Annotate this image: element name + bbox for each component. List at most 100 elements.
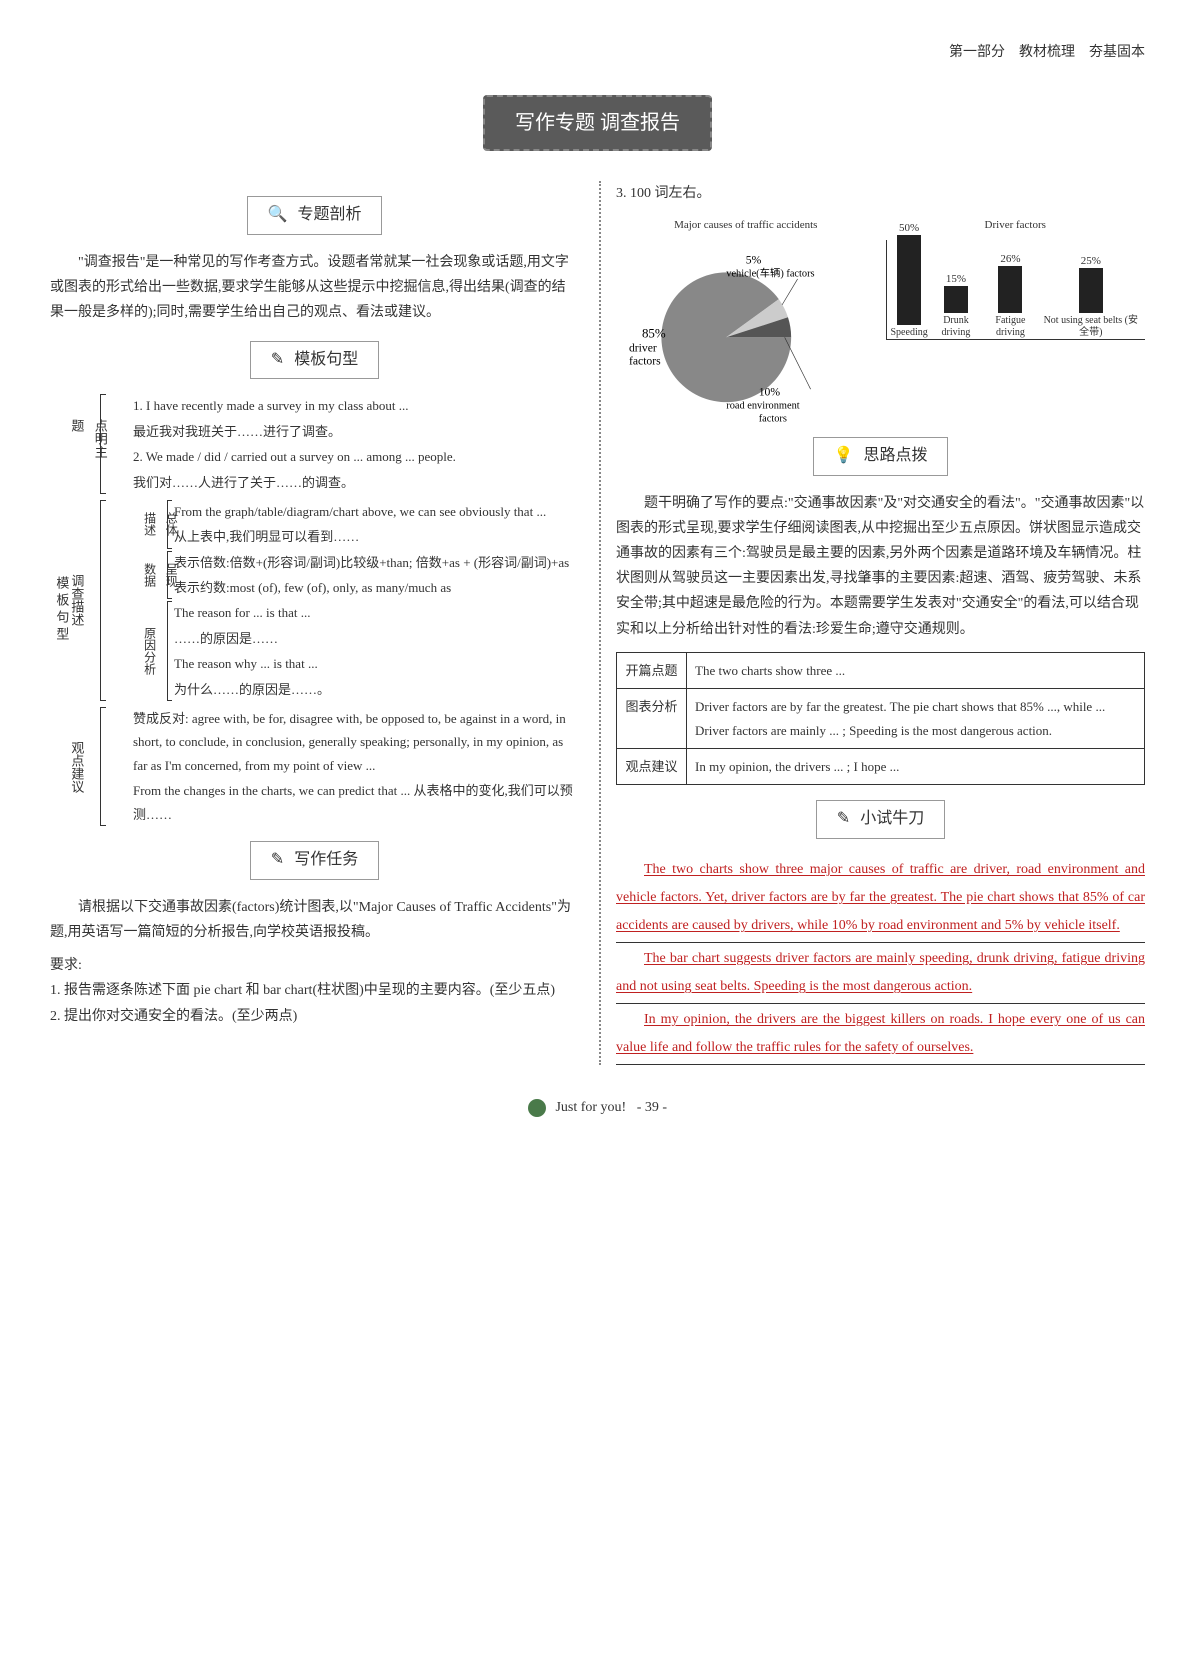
task-req1: 1. 报告需逐条陈述下面 pie chart 和 bar chart(柱状图)中… [50,978,579,1003]
tips-label-text: 思路点拨 [863,447,927,464]
bar-x-label: Speeding [891,327,928,339]
pie-label-driver: 85% [642,325,666,340]
task-req3: 3. 100 词左右。 [616,181,1145,206]
bar: 25% [1079,268,1103,313]
practice-label: ✎ 小试牛刀 [616,800,1145,839]
pen-icon: ✎ [271,851,284,868]
group-topic-label: 点明主题 [65,419,112,469]
bar-x-label: Fatigue driving [984,315,1036,339]
data-item: 表示约数:most (of), few (of), only, as many/… [174,576,579,599]
opinion-item: 赞成反对: agree with, be for, disagree with,… [133,707,579,777]
essay-p1: The two charts show three major causes o… [616,854,1145,943]
tips-label: 💡 思路点拨 [616,437,1145,476]
analysis-text: "调查报告"是一种常见的写作考查方式。设题者常就某一社会现象或话题,用文字或图表… [50,250,579,326]
bar-chart: Driver factors 50%Speeding15%Drunk drivi… [886,216,1146,421]
task-label: ✎ 写作任务 [50,841,579,880]
bulb-icon: 💡 [834,447,854,464]
analysis-label: 🔍 专题剖析 [50,196,579,235]
page-title: 写作专题 调查报告 [483,95,712,151]
reason-item: The reason why ... is that ... [174,652,579,675]
charts-row: Major causes of traffic accidents 85% dr… [616,216,1145,421]
outline-r2-text1: Driver factors are by far the greatest. … [695,695,1136,718]
pen-icon: ✎ [837,810,850,827]
bar-value-label: 15% [946,270,966,290]
reason-item: ……的原因是…… [174,627,579,650]
pie-slice-driver [661,273,791,403]
group-survey-label: 调查描述 [65,574,88,626]
bar-value-label: 25% [1081,252,1101,272]
outline-r2-text2: Driver factors are mainly ... ; Speeding… [695,719,1136,742]
bar-wrap: 15%Drunk driving [932,286,981,339]
bar-x-label: Not using seat belts (安全带) [1041,315,1141,339]
pie-chart-title: Major causes of traffic accidents [616,216,876,236]
page-header: 第一部分 教材梳理 夯基固本 [50,40,1145,65]
pie-label-road: 10% [759,386,781,399]
table-row: 观点建议 In my opinion, the drivers ... ; I … [617,748,1145,784]
pie-label-vehicle: 5% [746,254,762,267]
sub-data-label: 呈现数据 [138,563,181,587]
task-req2: 2. 提出你对交通安全的看法。(至少两点) [50,1004,579,1029]
pie-chart: Major causes of traffic accidents 85% dr… [616,216,876,421]
outline-r1-text: The two charts show three ... [687,652,1145,688]
table-row: 图表分析 Driver factors are by far the great… [617,689,1145,749]
outline-r3-label: 观点建议 [617,748,687,784]
task-label-text: 写作任务 [294,851,358,868]
outline-table: 开篇点题 The two charts show three ... 图表分析 … [616,652,1145,786]
template-label: ✎ 模板句型 [50,341,579,380]
pie-label-driver2: driver [629,342,657,355]
footer-page: - 39 - [637,1100,667,1115]
pie-label-vehicle2: vehicle(车辆) factors [726,267,814,280]
pie-chart-svg: 85% driver factors 5% vehicle(车辆) factor… [616,240,875,422]
outline-r1-label: 开篇点题 [617,652,687,688]
topic-item: 最近我对我班关于……进行了调查。 [133,420,579,443]
title-banner: 写作专题 调查报告 [50,95,1145,151]
essay: The two charts show three major causes o… [616,854,1145,1065]
bar-value-label: 50% [899,219,919,239]
bar: 15% [944,286,968,313]
reason-item: The reason for ... is that ... [174,601,579,624]
bar: 50% [897,235,921,325]
topic-item: 2. We made / did / carried out a survey … [133,445,579,468]
overall-item: 从上表中,我们明显可以看到…… [174,525,579,548]
table-row: 开篇点题 The two charts show three ... [617,652,1145,688]
template-bracket: 模板句型 点明主题 1. I have recently made a surv… [50,394,579,826]
group-opinion-label: 观点建议 [65,741,88,793]
bar-wrap: 25%Not using seat belts (安全带) [1041,268,1141,339]
header-part: 第一部分 [949,45,1005,60]
outline-r3-text: In my opinion, the drivers ... ; I hope … [687,748,1145,784]
pie-label-road2: road environment [726,401,799,412]
page-footer: Just for you! - 39 - [50,1095,1145,1120]
footer-text: Just for you! [555,1100,626,1115]
bar-wrap: 26%Fatigue driving [984,266,1036,339]
task-req-label: 要求: [50,953,579,978]
bar-wrap: 50% Speeding [891,235,928,339]
template-label-text: 模板句型 [294,351,358,368]
right-column: 3. 100 词左右。 Major causes of traffic acci… [599,181,1145,1065]
pie-label-road3: factors [759,414,787,422]
footer-logo-icon [528,1099,546,1117]
bar-chart-title: Driver factors [886,216,1146,236]
left-column: 🔍 专题剖析 "调查报告"是一种常见的写作考查方式。设题者常就某一社会现象或话题… [50,181,579,1065]
bar: 26% [998,266,1022,313]
essay-p2: The bar chart suggests driver factors ar… [616,943,1145,1004]
header-section: 教材梳理 [1019,45,1075,60]
outline-r2-label: 图表分析 [617,689,687,749]
opinion-item: From the changes in the charts, we can p… [133,779,579,826]
header-subsection: 夯基固本 [1089,45,1145,60]
topic-item: 我们对……人进行了关于……的调查。 [133,471,579,494]
practice-label-text: 小试牛刀 [860,810,924,827]
topic-item: 1. I have recently made a survey in my c… [133,394,579,417]
analysis-label-text: 专题剖析 [297,206,361,223]
pen-icon: ✎ [271,351,284,368]
sub-overall-label: 总体描述 [138,512,181,536]
tips-text: 题干明确了写作的要点:"交通事故因素"及"对交通安全的看法"。"交通事故因素"以… [616,491,1145,642]
magnifier-icon: 🔍 [268,206,288,223]
sub-reason-label: 原因分析 [138,627,160,675]
bar-x-label: Drunk driving [932,315,981,339]
overall-item: From the graph/table/diagram/chart above… [174,500,579,523]
task-intro: 请根据以下交通事故因素(factors)统计图表,以"Major Causes … [50,895,579,945]
data-item: 表示倍数:倍数+(形容词/副词)比较级+than; 倍数+as + (形容词/副… [174,551,579,574]
bar-value-label: 26% [1000,250,1020,270]
essay-p3: In my opinion, the drivers are the bigge… [616,1004,1145,1065]
pie-label-driver3: factors [629,355,661,368]
